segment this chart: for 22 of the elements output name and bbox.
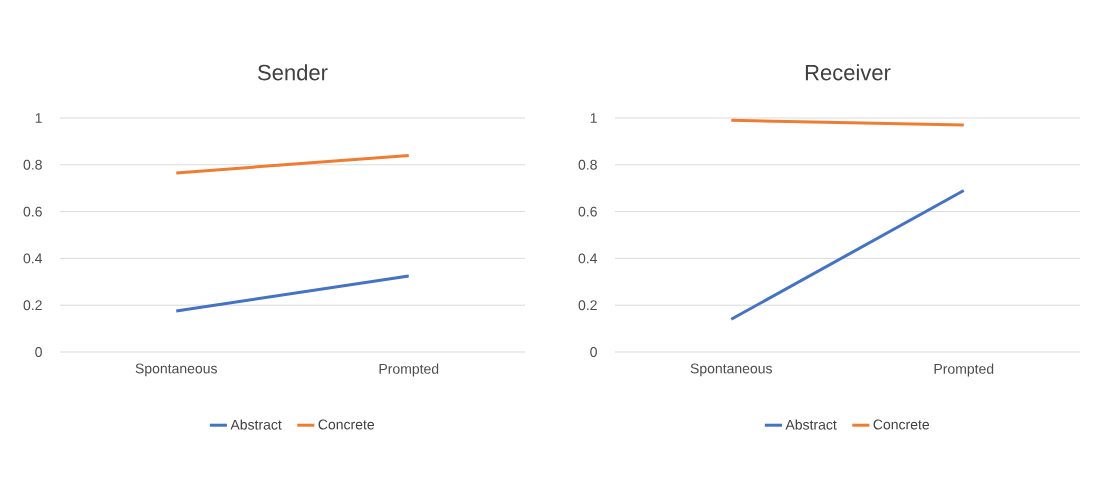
y-tick-label: 0.8 <box>23 159 42 170</box>
x-tick-label: Prompted <box>934 363 994 377</box>
x-tick-label: Spontaneous <box>690 363 772 377</box>
legend-label: Abstract <box>230 419 282 430</box>
y-tick-label: 0.6 <box>578 206 597 217</box>
y-tick-label: 0.2 <box>23 300 42 311</box>
x-tick-label: Prompted <box>379 363 439 377</box>
legend-label: Concrete <box>318 419 375 430</box>
y-tick-label: 0.6 <box>23 206 42 217</box>
x-tick-label: Spontaneous <box>135 363 217 377</box>
chart-title: Sender <box>258 64 328 81</box>
y-tick-label: 1 <box>35 113 42 123</box>
y-tick-label: 0.4 <box>578 253 598 264</box>
legend-label: Concrete <box>873 419 930 430</box>
legend-label: Abstract <box>785 419 837 430</box>
y-tick-label: 0 <box>35 347 42 357</box>
y-tick-label: 0.2 <box>578 300 597 311</box>
y-tick-label: 1 <box>590 113 597 123</box>
chart-title: Receiver <box>805 64 891 81</box>
y-tick-label: 0.4 <box>23 253 43 264</box>
y-tick-label: 0 <box>590 347 597 357</box>
y-tick-label: 0.8 <box>578 159 597 170</box>
